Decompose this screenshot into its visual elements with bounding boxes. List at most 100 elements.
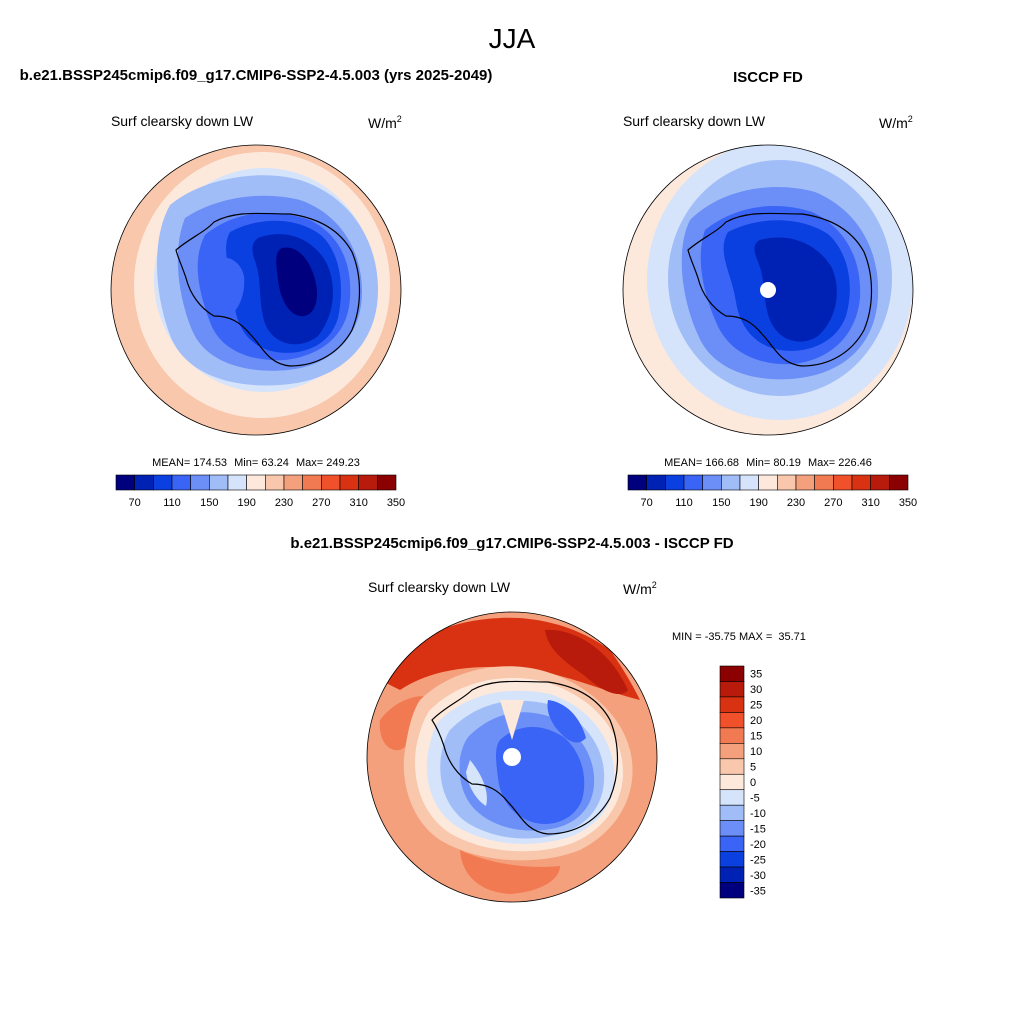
diff-colorbar-swatch [719,820,745,837]
model-colorbar-swatch [265,474,285,491]
diff-colorbar-swatch [719,773,745,791]
panel-obs-coastline [687,212,873,367]
model-colorbar-swatch [227,474,247,491]
diff-colorbar-tick-label: -25 [750,854,766,866]
panel-model-colorbar: 70 110 150 190 230 270 310 350 [115,474,405,509]
panel-obs-colorbar: 70 110 150 190 230 270 310 350 [627,474,917,509]
diff-colorbar-tick-label: -20 [750,839,766,851]
panel-model-coastline [175,212,361,367]
model-colorbar-swatch [209,474,229,491]
model-colorbar-tick-label: 270 [312,497,330,509]
obs-colorbar-tick-label: 310 [861,497,879,509]
panel-diff-border [366,611,658,903]
panel-obs-map [623,145,913,435]
diff-colorbar-swatch [719,696,745,713]
panel-model-map [111,145,401,435]
diff-colorbar-tick-label: -5 [750,792,760,804]
obs-colorbar-swatch [627,474,647,491]
diff-colorbar-swatch [719,665,745,682]
season-title: JJA [489,23,536,54]
panel-diff-variable: Surf clearsky down LW [368,579,511,595]
model-colorbar-tick-label: 310 [349,497,367,509]
obs-colorbar-swatch [665,474,685,491]
diff-colorbar-swatch [719,866,745,883]
obs-colorbar-swatch [721,474,741,491]
diff-colorbar-tick-label: -30 [750,870,766,882]
model-colorbar-swatch [153,474,173,491]
panel-model-units: W/m2 [368,114,402,131]
obs-colorbar-tick-label: 70 [641,497,653,509]
diff-colorbar-tick-label: 25 [750,700,762,712]
diff-colorbar-swatch [719,681,745,698]
panel-diff-units: W/m2 [623,580,657,597]
obs-colorbar-swatch [795,474,815,491]
model-colorbar-swatch [171,474,191,491]
obs-colorbar-swatch [646,474,666,491]
panel-diff-minmax: MIN = -35.75 MAX = 35.71 [672,631,806,643]
diff-colorbar-swatch [719,804,745,821]
panel-obs-units: W/m2 [879,114,913,131]
obs-colorbar-tick-label: 270 [824,497,842,509]
diff-colorbar-tick-label: 20 [750,715,762,727]
diff-colorbar-tick-label: 35 [750,669,762,681]
obs-colorbar-swatch [739,474,759,491]
panel-diff-title: b.e21.BSSP245cmip6.f09_g17.CMIP6-SSP2-4.… [290,535,733,552]
model-colorbar-swatch [283,474,303,491]
obs-colorbar-swatch [870,474,890,491]
diff-colorbar-swatch [719,758,745,775]
obs-colorbar-swatch [889,474,909,491]
model-colorbar-swatch [302,474,322,491]
obs-colorbar-tick-label: 110 [675,497,693,509]
panel-diff-colorbar: 35 30 25 20 15 10 5 0 -5 -10 -15 -20 -25 -30 -35 [719,665,766,899]
model-colorbar-tick-label: 110 [163,497,181,509]
panel-model: b.e21.BSSP245cmip6.f09_g17.CMIP6-SSP2-4.… [20,67,493,509]
obs-colorbar-swatch [702,474,722,491]
diff-colorbar-swatch [719,743,745,760]
diff-colorbar-tick-label: 15 [750,731,762,743]
panel-diff-map [367,612,657,902]
obs-colorbar-swatch [851,474,871,491]
obs-colorbar-tick-label: 350 [899,497,917,509]
obs-colorbar-swatch [833,474,853,491]
model-colorbar-swatch [377,474,397,491]
diff-colorbar-swatch [719,851,745,868]
obs-colorbar-swatch [758,474,778,491]
diff-colorbar-swatch [719,712,745,729]
diff-colorbar-tick-label: -15 [750,823,766,835]
obs-colorbar-swatch [814,474,834,491]
model-colorbar-tick-label: 230 [275,497,293,509]
diff-colorbar-tick-label: -35 [750,885,766,897]
obs-colorbar-tick-label: 230 [787,497,805,509]
diff-colorbar-tick-label: 30 [750,684,762,696]
model-colorbar-swatch [190,474,210,491]
obs-colorbar-swatch [683,474,703,491]
model-colorbar-swatch [321,474,341,491]
model-colorbar-tick-label: 350 [387,497,405,509]
model-colorbar-tick-label: 150 [200,497,218,509]
panel-model-variable: Surf clearsky down LW [111,113,254,129]
model-colorbar-tick-label: 70 [129,497,141,509]
panel-obs-border [622,144,914,436]
diff-colorbar-tick-label: 0 [750,777,756,789]
diff-colorbar-swatch [719,835,745,852]
panel-obs-title: ISCCP FD [733,69,803,86]
diff-colorbar-tick-label: -10 [750,808,766,820]
panel-diff-coastline [431,680,619,835]
obs-colorbar-swatch [777,474,797,491]
diff-colorbar-swatch [719,789,745,806]
model-colorbar-swatch [339,474,359,491]
panel-model-stats: MEAN= 174.53 Min= 63.24 Max= 249.23 [152,457,360,469]
model-colorbar-swatch [134,474,154,491]
model-colorbar-swatch [246,474,266,491]
panel-obs-stats: MEAN= 166.68 Min= 80.19 Max= 226.46 [664,457,872,469]
panel-obs: ISCCP FD Surf clearsky down LW W/m2 MEAN… [622,69,917,509]
model-colorbar-swatch [358,474,378,491]
panel-diff: b.e21.BSSP245cmip6.f09_g17.CMIP6-SSP2-4.… [290,535,806,903]
model-colorbar-tick-label: 190 [237,497,255,509]
diff-colorbar-swatch [719,882,745,899]
panel-model-title: b.e21.BSSP245cmip6.f09_g17.CMIP6-SSP2-4.… [20,67,493,84]
diff-colorbar-tick-label: 10 [750,746,762,758]
diff-colorbar-swatch [719,727,745,744]
obs-colorbar-tick-label: 150 [712,497,730,509]
diff-colorbar-tick-label: 5 [750,762,756,774]
